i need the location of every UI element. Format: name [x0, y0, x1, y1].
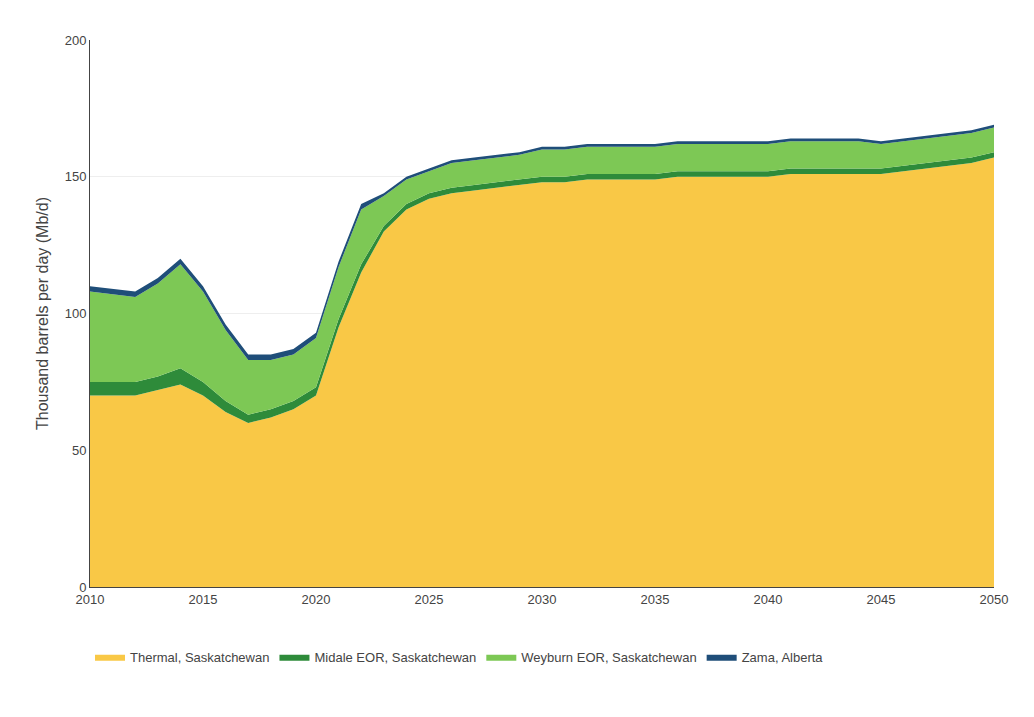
svg-text:Thousand barrels per day (Mb/d: Thousand barrels per day (Mb/d)	[34, 197, 51, 430]
svg-text:2020: 2020	[302, 592, 331, 607]
svg-text:Zama, Alberta: Zama, Alberta	[742, 650, 824, 665]
svg-text:2050: 2050	[980, 592, 1009, 607]
svg-text:50: 50	[72, 443, 86, 458]
svg-text:2025: 2025	[415, 592, 444, 607]
svg-text:150: 150	[65, 169, 87, 184]
svg-text:Midale EOR, Saskatchewan: Midale EOR, Saskatchewan	[314, 650, 476, 665]
svg-text:2030: 2030	[528, 592, 557, 607]
svg-text:Thermal, Saskatchewan: Thermal, Saskatchewan	[130, 650, 269, 665]
svg-text:2010: 2010	[76, 592, 105, 607]
svg-text:2035: 2035	[641, 592, 670, 607]
svg-text:2015: 2015	[189, 592, 218, 607]
svg-text:2040: 2040	[754, 592, 783, 607]
svg-text:2045: 2045	[867, 592, 896, 607]
svg-text:Weyburn EOR, Saskatchewan: Weyburn EOR, Saskatchewan	[521, 650, 696, 665]
svg-text:0: 0	[79, 580, 86, 595]
svg-text:200: 200	[65, 33, 87, 48]
svg-text:100: 100	[65, 306, 87, 321]
